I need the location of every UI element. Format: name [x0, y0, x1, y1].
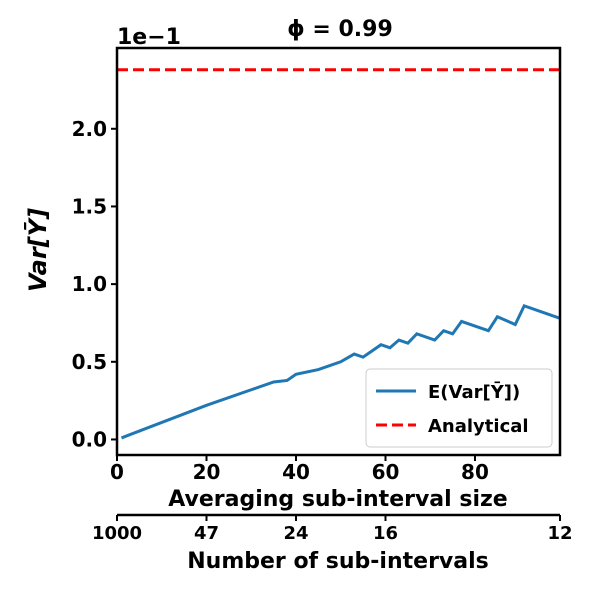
legend-label: Analytical — [428, 416, 529, 437]
offset-text: 1e−1 — [117, 25, 181, 50]
legend-box — [365, 368, 553, 448]
y-tick-label: 0.5 — [72, 350, 107, 374]
x-tick-label: 0 — [110, 460, 124, 484]
y-tick-label: 0.0 — [72, 427, 107, 451]
x2-axis-label: Number of sub-intervals — [187, 549, 488, 574]
x-tick-label: 20 — [193, 460, 221, 484]
x-tick-label: 80 — [461, 460, 489, 484]
x-tick-label: 60 — [372, 460, 400, 484]
x2-tick-label: 16 — [373, 523, 398, 544]
x2-tick-label: 47 — [194, 523, 219, 544]
plot-frame — [115, 46, 562, 457]
x-axis-label: Averaging sub-interval size — [168, 487, 507, 512]
chart-title: ϕ = 0.99 — [287, 17, 393, 42]
y-axis-label: Var[Ȳ] — [23, 208, 52, 292]
x2-tick-label: 24 — [283, 523, 308, 544]
y-tick-label: 2.0 — [72, 117, 107, 141]
y-tick-label: 1.0 — [72, 272, 107, 296]
x2-tick-label: 1000 — [92, 523, 142, 544]
x-tick-label: 40 — [282, 460, 310, 484]
x2-tick-label: 12 — [547, 523, 572, 544]
legend-label: E(Var[Ȳ]) — [428, 382, 520, 403]
data-line — [120, 304, 561, 440]
y-tick-label: 1.5 — [72, 194, 107, 218]
